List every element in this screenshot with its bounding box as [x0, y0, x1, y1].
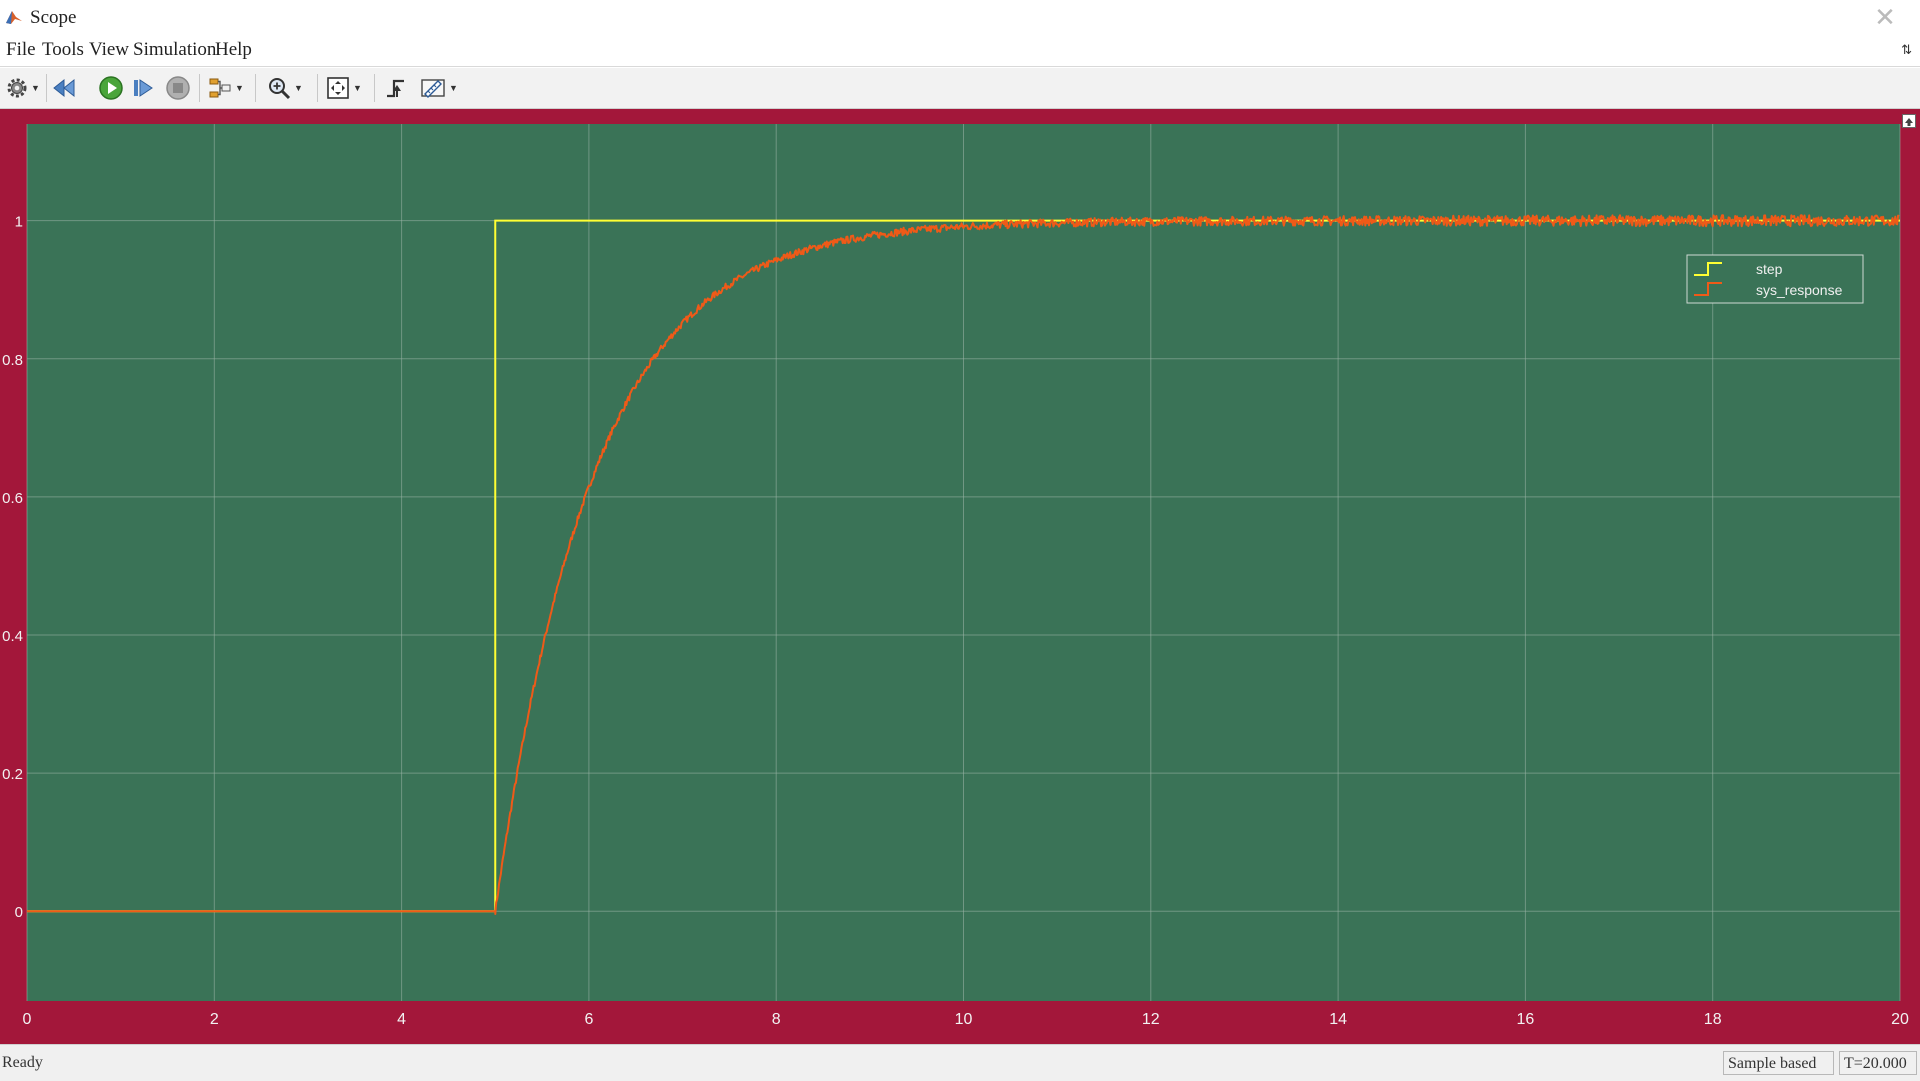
zoom-icon [269, 78, 291, 100]
chevron-down-icon[interactable]: ▼ [235, 83, 244, 93]
x-tick-labels: 0 2 4 6 8 10 12 14 16 18 20 [23, 1011, 1909, 1028]
series-layer [27, 214, 1900, 915]
x-tick-label: 0 [23, 1011, 32, 1028]
toolbar: ▼ ▼ [0, 68, 1920, 109]
chevron-down-icon[interactable]: ▼ [294, 83, 303, 93]
scope-display: 0 0.2 0.4 0.6 0.8 1 0 2 4 6 8 10 12 14 16 18 20 step sy… [0, 109, 1920, 1044]
scope-plot[interactable]: 0 0.2 0.4 0.6 0.8 1 0 2 4 6 8 10 12 14 16 18 20 step sy… [0, 109, 1920, 1044]
y-tick-label: 0 [15, 904, 23, 921]
toolbar-separator [255, 74, 256, 102]
menu-bar: File Tools View Simulation Help ⇅ [0, 36, 1920, 67]
legend[interactable]: step sys_response [1686, 254, 1864, 304]
title-bar: Scope ✕ [0, 0, 1920, 34]
fit-to-view-icon [327, 77, 349, 99]
step-forward-icon [134, 79, 153, 97]
menu-collapse-icon[interactable]: ⇅ [1901, 42, 1912, 57]
signal-selector-button[interactable]: ▼ [208, 74, 244, 102]
x-tick-label: 20 [1891, 1011, 1909, 1028]
chevron-down-icon[interactable]: ▼ [353, 83, 362, 93]
legend-label-sys-response: sys_response [1756, 282, 1843, 298]
toolbar-separator [199, 74, 200, 102]
zoom-button[interactable]: ▼ [267, 74, 303, 102]
trigger-icon [387, 79, 404, 98]
chevron-down-icon[interactable]: ▼ [449, 83, 458, 93]
x-tick-label: 4 [397, 1011, 406, 1028]
gear-icon [7, 78, 27, 98]
toolbar-separator [317, 74, 318, 102]
y-tick-label: 0.8 [2, 352, 23, 369]
x-tick-label: 12 [1142, 1011, 1160, 1028]
measurements-icon [421, 79, 445, 98]
triggers-button[interactable] [384, 74, 408, 102]
y-tick-label: 1 [15, 214, 23, 231]
window-title: Scope [30, 7, 77, 28]
sample-mode-indicator: Sample based [1723, 1051, 1834, 1075]
menu-help[interactable]: Help [215, 39, 252, 60]
y-tick-labels: 0 0.2 0.4 0.6 0.8 1 [2, 214, 23, 922]
matlab-logo-icon [4, 7, 24, 27]
x-tick-label: 6 [584, 1011, 593, 1028]
series-line-sys-response [27, 214, 1900, 915]
legend-label-step: step [1756, 261, 1783, 277]
step-forward-button[interactable] [132, 74, 156, 102]
x-tick-label: 10 [955, 1011, 973, 1028]
simulation-time-readout: T=20.000 [1839, 1051, 1917, 1075]
chevron-down-icon[interactable]: ▼ [31, 83, 40, 93]
legend-swatch-step [1694, 262, 1722, 276]
undock-icon [1905, 118, 1913, 126]
status-bar: Ready Sample based T=20.000 [0, 1044, 1920, 1081]
stop-icon [166, 76, 190, 100]
y-tick-label: 0.4 [2, 628, 23, 645]
toolbar-separator [374, 74, 375, 102]
y-tick-label: 0.2 [2, 766, 23, 783]
run-button[interactable] [98, 74, 124, 102]
undock-button[interactable] [1902, 114, 1916, 128]
menu-simulation[interactable]: Simulation [133, 39, 217, 60]
step-back-button[interactable] [52, 74, 76, 102]
x-tick-label: 14 [1329, 1011, 1347, 1028]
step-back-icon [53, 78, 75, 98]
close-button[interactable]: ✕ [1874, 2, 1896, 32]
measurements-button[interactable]: ▼ [420, 74, 458, 102]
legend-swatch-sys-response [1694, 282, 1722, 296]
menu-view[interactable]: View [89, 39, 130, 60]
toolbar-separator [46, 74, 47, 102]
menu-tools[interactable]: Tools [42, 39, 84, 60]
configuration-button[interactable]: ▼ [6, 74, 40, 102]
x-tick-label: 18 [1704, 1011, 1722, 1028]
status-text: Ready [2, 1054, 43, 1071]
x-tick-label: 2 [210, 1011, 219, 1028]
signal-selector-icon [209, 78, 231, 98]
y-tick-label: 0.6 [2, 490, 23, 507]
x-tick-label: 8 [772, 1011, 781, 1028]
run-icon [99, 76, 123, 100]
fit-to-view-button[interactable]: ▼ [326, 74, 362, 102]
x-tick-label: 16 [1517, 1011, 1535, 1028]
stop-button[interactable] [165, 74, 191, 102]
menu-file[interactable]: File [6, 39, 36, 60]
